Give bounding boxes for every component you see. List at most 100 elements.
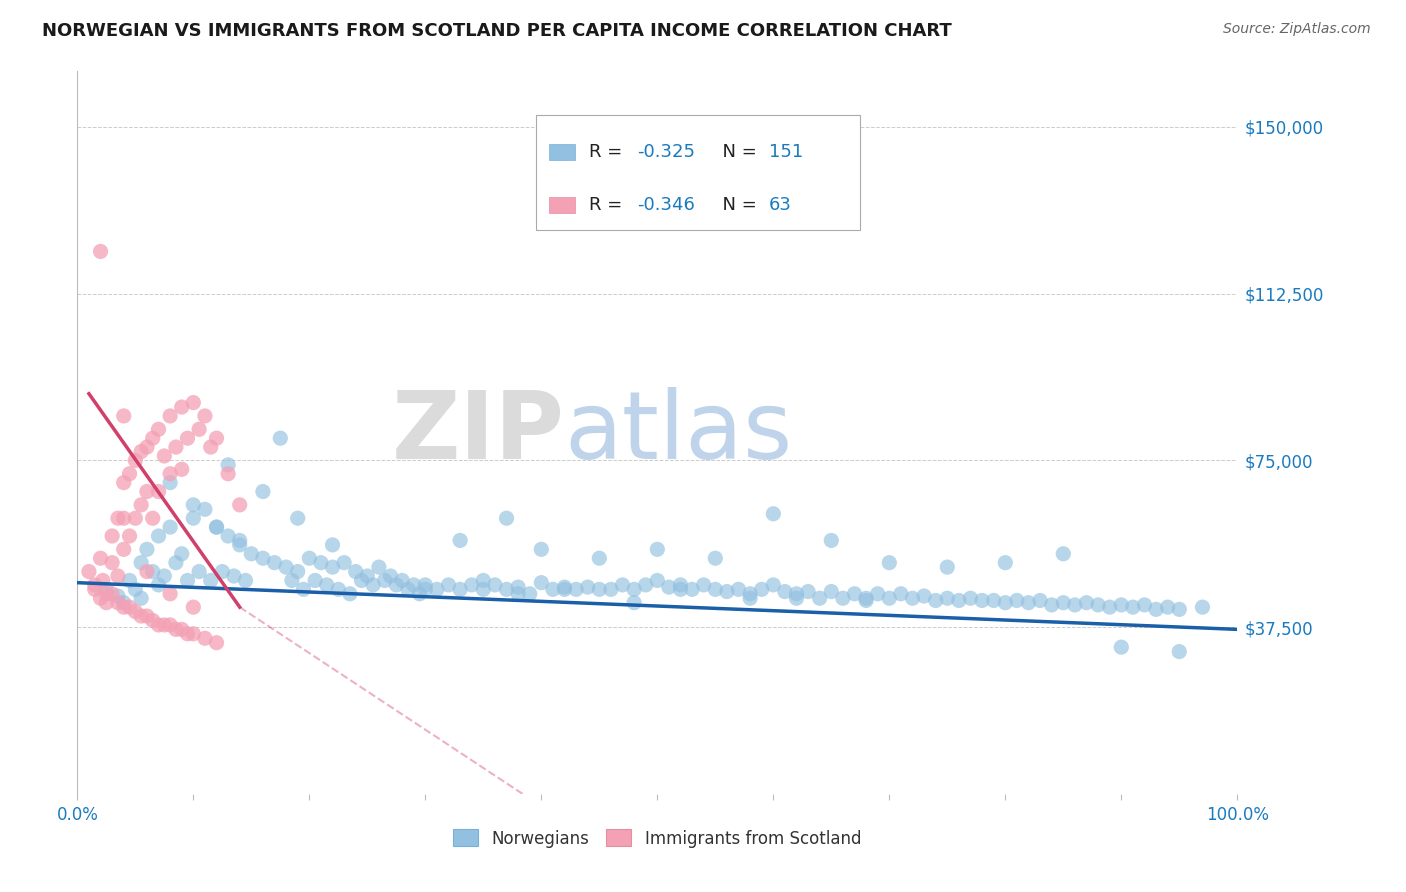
Point <box>107 596 129 610</box>
Point <box>855 591 877 606</box>
Point <box>449 582 471 597</box>
Point <box>129 444 152 458</box>
Point <box>374 574 396 588</box>
Point <box>1168 644 1191 658</box>
Text: ZIP: ZIP <box>392 386 565 479</box>
Point <box>252 551 274 566</box>
Point <box>936 591 959 606</box>
Point <box>211 565 233 579</box>
Point <box>176 627 198 641</box>
Point <box>135 565 157 579</box>
Point <box>785 591 807 606</box>
Text: R =: R = <box>589 196 628 214</box>
Point <box>96 587 118 601</box>
Point <box>298 551 321 566</box>
Point <box>142 614 165 628</box>
Point <box>877 556 901 570</box>
Point <box>541 582 564 597</box>
Point <box>90 551 111 566</box>
Point <box>142 565 165 579</box>
Point <box>1029 593 1052 607</box>
Point <box>994 596 1017 610</box>
Point <box>972 593 994 607</box>
Point <box>1168 602 1191 616</box>
Point <box>118 467 141 481</box>
Point <box>200 574 222 588</box>
Point <box>159 587 181 601</box>
Point <box>205 520 228 534</box>
Point <box>200 440 222 454</box>
Point <box>159 409 181 423</box>
Point <box>554 582 576 597</box>
Point <box>112 600 135 615</box>
Point <box>165 440 187 454</box>
Point <box>449 533 471 548</box>
Text: -0.346: -0.346 <box>637 196 696 214</box>
Point <box>129 591 152 606</box>
Point <box>135 440 157 454</box>
Point <box>205 520 228 534</box>
Point <box>368 560 391 574</box>
FancyBboxPatch shape <box>550 197 575 213</box>
Point <box>762 578 785 592</box>
Text: -0.325: -0.325 <box>637 143 696 161</box>
Point <box>762 507 785 521</box>
Point <box>1111 640 1133 655</box>
Point <box>228 533 252 548</box>
Point <box>361 578 384 592</box>
Point <box>437 578 460 592</box>
Point <box>142 511 165 525</box>
Text: NORWEGIAN VS IMMIGRANTS FROM SCOTLAND PER CAPITA INCOME CORRELATION CHART: NORWEGIAN VS IMMIGRANTS FROM SCOTLAND PE… <box>42 22 952 40</box>
Point <box>118 529 141 543</box>
Point <box>129 498 152 512</box>
Point <box>402 578 425 592</box>
Point <box>1005 593 1028 607</box>
Point <box>304 574 326 588</box>
Point <box>269 431 291 445</box>
Point <box>1122 600 1144 615</box>
Point <box>124 453 146 467</box>
Point <box>124 511 146 525</box>
Point <box>292 582 315 597</box>
Point <box>623 582 645 597</box>
Point <box>669 578 692 592</box>
Point <box>1087 598 1109 612</box>
Point <box>948 593 970 607</box>
Point <box>704 551 727 566</box>
Point <box>484 578 506 592</box>
Point <box>165 623 187 637</box>
Point <box>1133 598 1156 612</box>
Point <box>321 560 344 574</box>
Point <box>576 580 599 594</box>
Point <box>170 462 193 476</box>
Point <box>877 591 901 606</box>
Point <box>281 574 304 588</box>
Point <box>228 538 252 552</box>
Point <box>96 596 118 610</box>
Point <box>588 582 610 597</box>
Point <box>740 587 762 601</box>
Text: 63: 63 <box>769 196 792 214</box>
Point <box>148 422 170 436</box>
Point <box>380 569 402 583</box>
FancyBboxPatch shape <box>550 144 575 160</box>
Point <box>669 582 692 597</box>
Point <box>129 609 152 624</box>
Point <box>413 578 436 592</box>
Point <box>740 591 762 606</box>
FancyBboxPatch shape <box>536 115 860 230</box>
Point <box>183 395 205 409</box>
Point <box>148 578 170 592</box>
Point <box>495 582 517 597</box>
Point <box>716 584 738 599</box>
Point <box>506 587 529 601</box>
Point <box>183 627 205 641</box>
Point <box>176 431 198 445</box>
Point <box>866 587 889 601</box>
Point <box>118 574 141 588</box>
Point <box>634 578 657 592</box>
Point <box>1018 596 1040 610</box>
Point <box>1191 600 1213 615</box>
Point <box>1076 596 1098 610</box>
Point <box>461 578 484 592</box>
